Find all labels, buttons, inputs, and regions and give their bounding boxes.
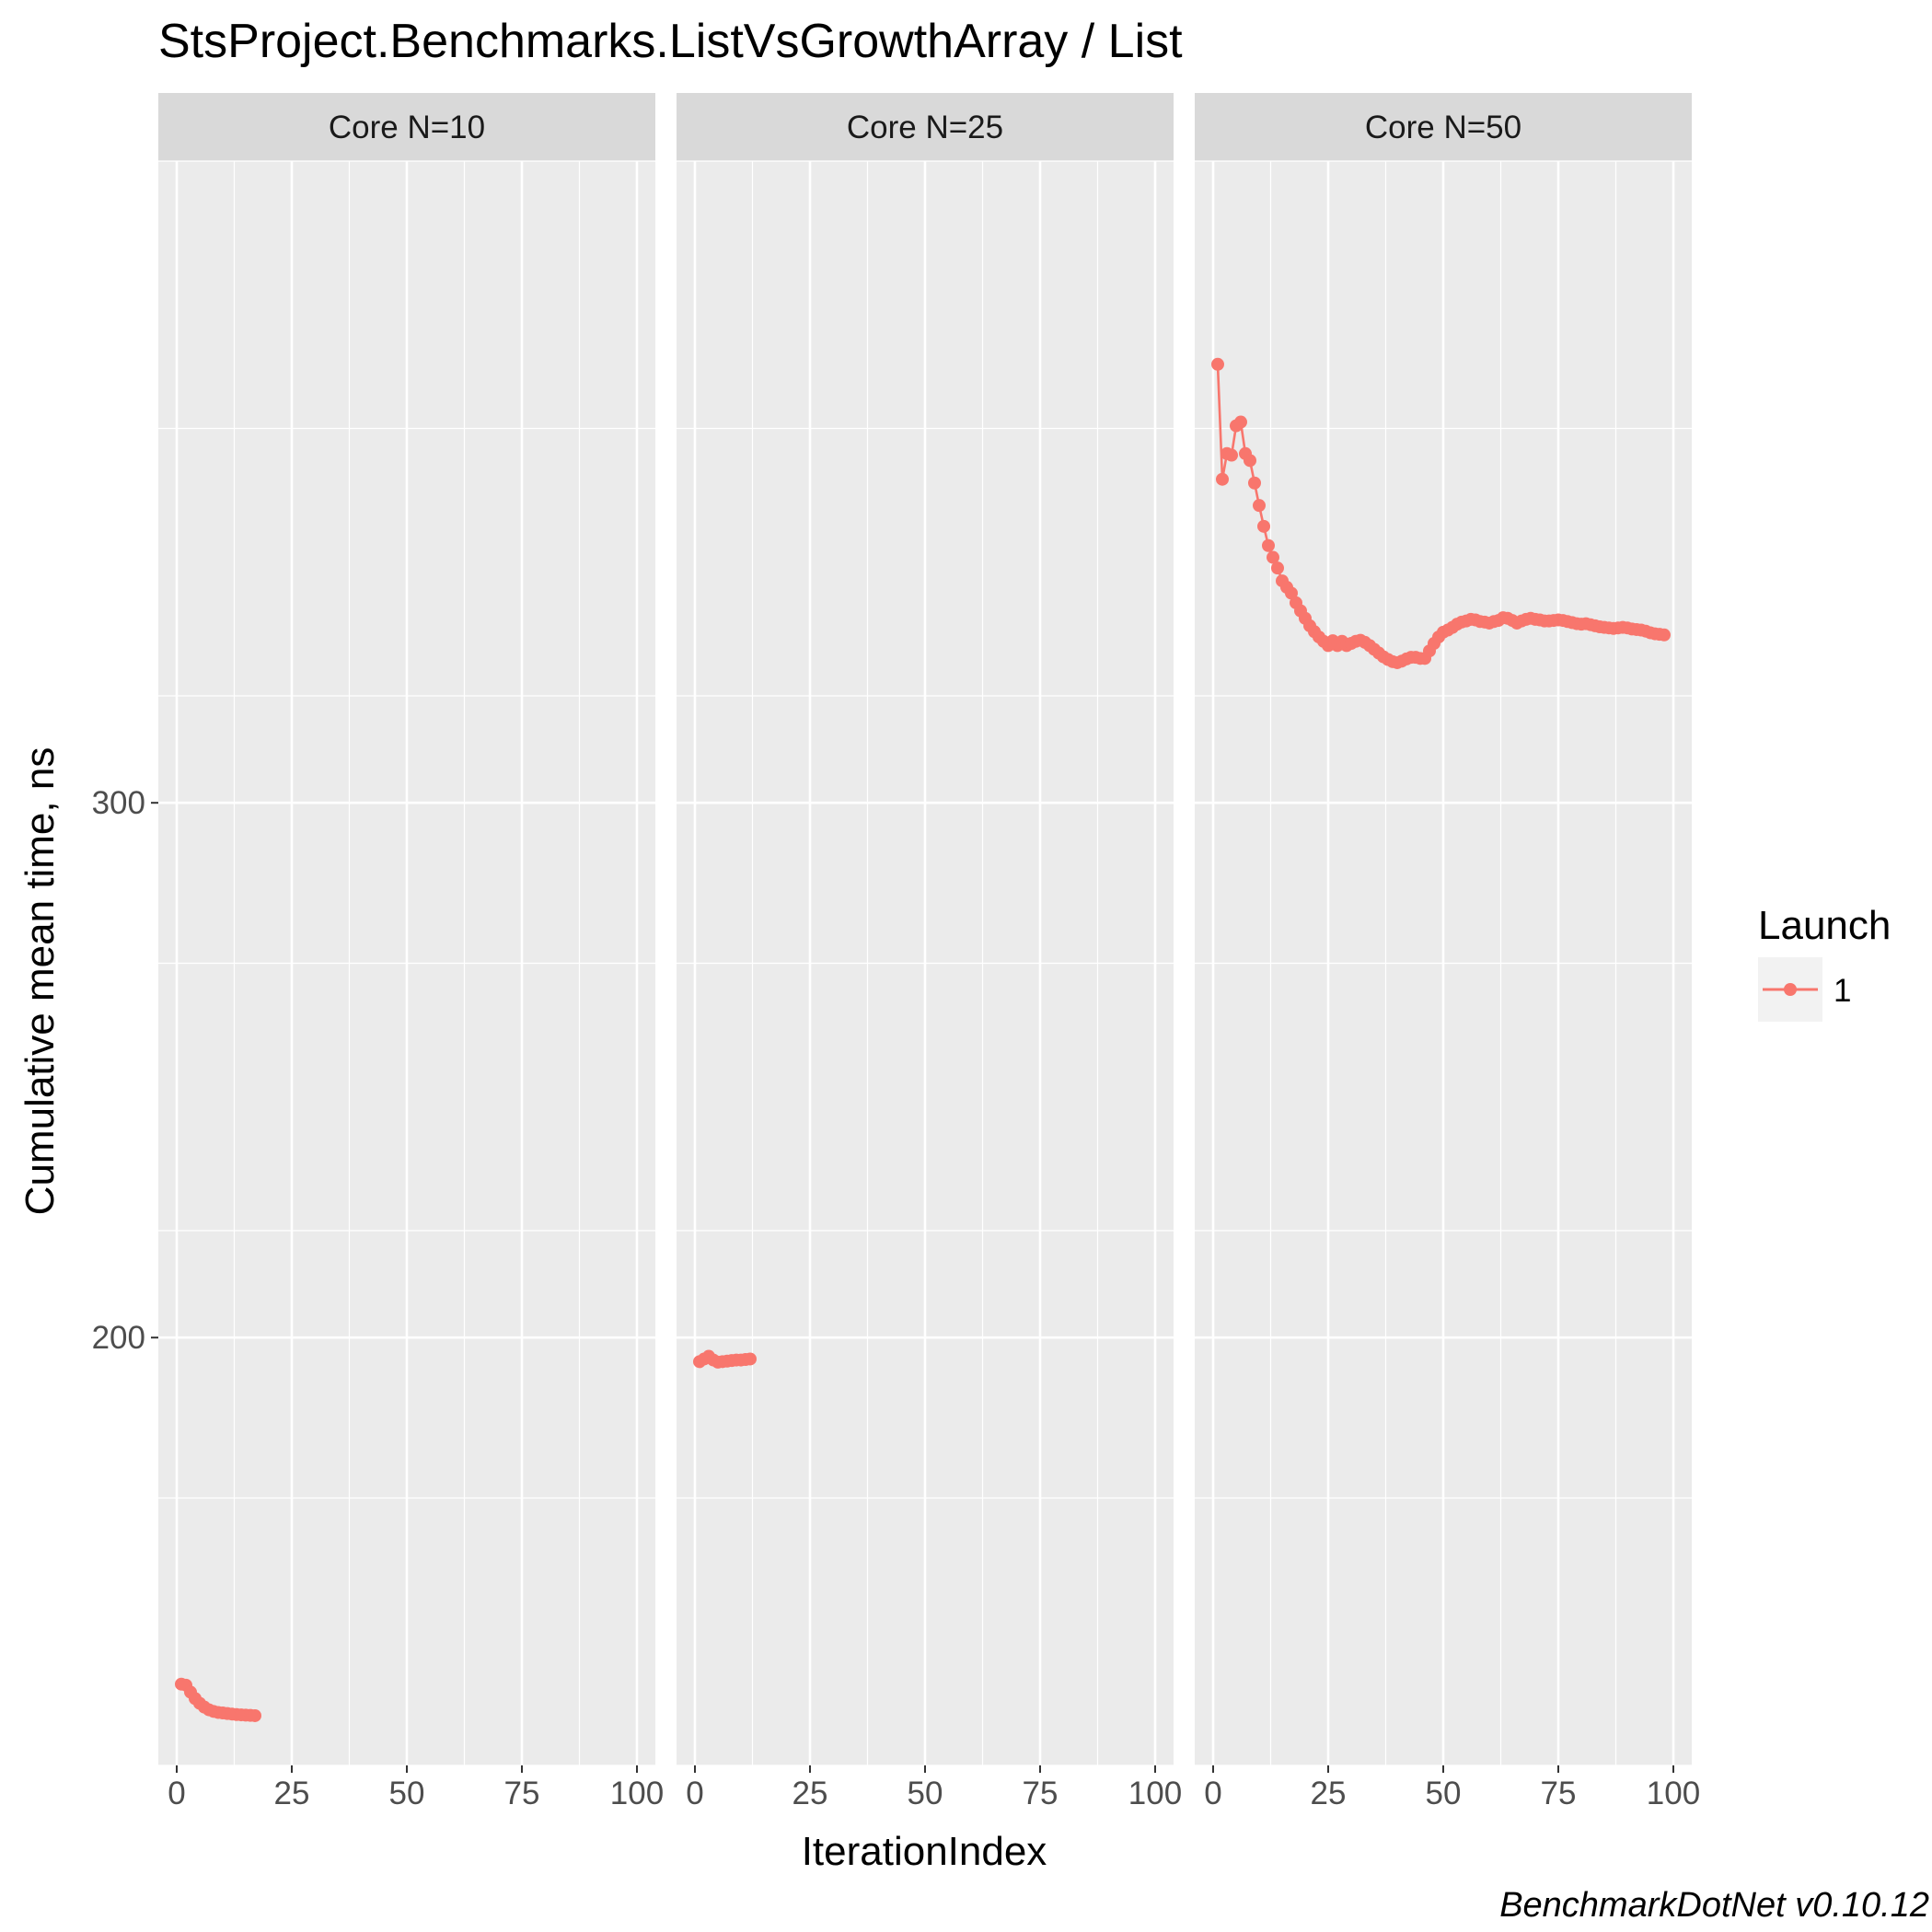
facet-strip — [1195, 93, 1692, 161]
facet-panel: Core N=25 0 25 50 75 100 — [677, 93, 1182, 1811]
y-axis: 200 300 — [92, 785, 158, 1356]
facet-strip-label: Core N=25 — [847, 110, 1003, 145]
x-tick-label: 75 — [1541, 1776, 1577, 1811]
x-tick-label: 0 — [1204, 1776, 1221, 1811]
x-tick-label: 25 — [274, 1776, 310, 1811]
data-point — [1271, 561, 1284, 575]
data-point — [1216, 472, 1229, 486]
data-point — [1248, 476, 1261, 490]
x-tick-label: 100 — [1128, 1776, 1182, 1811]
y-axis-title: Cumulative mean time, ns — [17, 747, 63, 1216]
x-tick-label: 50 — [1426, 1776, 1462, 1811]
x-tick-label: 0 — [686, 1776, 703, 1811]
y-tick-label: 300 — [92, 785, 145, 821]
chart-title: StsProject.Benchmarks.ListVsGrowthArray … — [158, 15, 1183, 68]
data-point — [249, 1708, 261, 1722]
facet-strip — [158, 93, 655, 161]
facet-panel: Core N=50 0 25 50 75 100 — [1195, 93, 1700, 1811]
x-axis-title: IterationIndex — [802, 1829, 1047, 1874]
legend: Launch 1 — [1758, 903, 1891, 1022]
data-point — [1257, 519, 1270, 533]
data-point — [1225, 448, 1238, 462]
facet-strip-label: Core N=10 — [329, 110, 485, 145]
caption: BenchmarkDotNet v0.10.12 — [1499, 1886, 1929, 1925]
facet-strip-label: Core N=50 — [1365, 110, 1521, 145]
legend-key-point — [1784, 983, 1797, 996]
x-tick-label: 50 — [389, 1776, 425, 1811]
data-point — [1267, 550, 1279, 564]
legend-entry-label: 1 — [1834, 973, 1851, 1009]
x-tick-label: 25 — [792, 1776, 828, 1811]
data-point — [1253, 499, 1266, 513]
data-point — [744, 1352, 757, 1366]
data-point — [1234, 415, 1247, 429]
x-tick-label: 75 — [1023, 1776, 1059, 1811]
data-point — [1285, 586, 1298, 600]
data-point — [1244, 454, 1256, 468]
x-tick-label: 50 — [908, 1776, 943, 1811]
data-point — [1211, 357, 1224, 371]
facet-strip — [677, 93, 1174, 161]
data-point — [1658, 628, 1671, 642]
x-tick-label: 75 — [504, 1776, 540, 1811]
data-point — [1262, 538, 1275, 552]
x-tick-label: 100 — [610, 1776, 664, 1811]
x-tick-label: 25 — [1311, 1776, 1347, 1811]
x-tick-label: 0 — [168, 1776, 185, 1811]
x-tick-label: 100 — [1647, 1776, 1700, 1811]
legend-title: Launch — [1758, 903, 1891, 948]
facet-panel: Core N=10 0 25 50 75 100 — [158, 93, 664, 1811]
y-tick-label: 200 — [92, 1320, 145, 1356]
